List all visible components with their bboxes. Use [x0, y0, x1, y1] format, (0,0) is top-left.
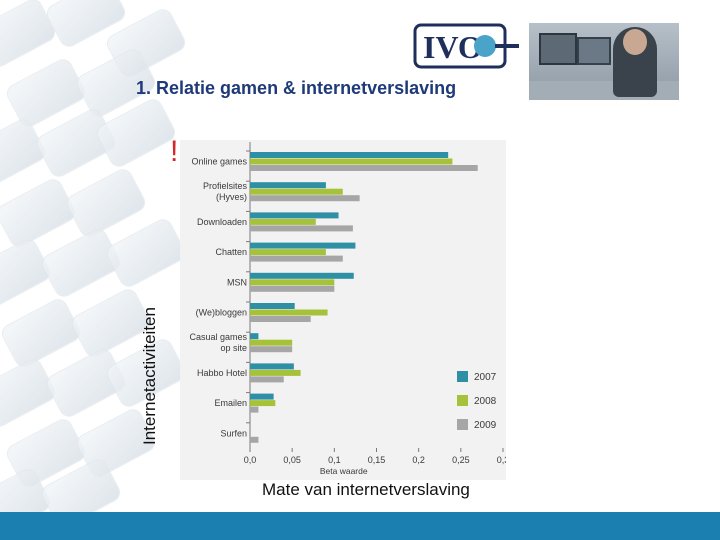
footer-bar: [0, 512, 720, 540]
bar-2007: [250, 363, 294, 370]
category-label: Downloaden: [197, 217, 247, 227]
bar-2008: [250, 369, 301, 376]
bar-2009: [250, 285, 335, 292]
bar-2007: [250, 212, 339, 219]
bar-2009: [250, 376, 284, 383]
x-tick-label: 0,0: [244, 455, 257, 465]
students-photo: [529, 23, 679, 100]
keyboard-background: [0, 0, 190, 512]
bar-2008: [250, 218, 316, 225]
category-label: (We)bloggen: [196, 308, 247, 318]
legend-swatch-2007: [457, 371, 468, 382]
bar-2007: [250, 182, 326, 189]
x-tick-label: 0,05: [283, 455, 301, 465]
bar-2007: [250, 333, 259, 340]
bar-2007: [250, 152, 449, 158]
x-tick-label: 0,3: [497, 455, 506, 465]
slide-title: 1. Relatie gamen & internetverslaving: [136, 78, 457, 98]
bar-2008: [250, 309, 328, 316]
category-label: Surfen: [220, 428, 247, 438]
bar-2008: [250, 339, 293, 346]
category-label: Online games: [191, 157, 247, 167]
x-tick-label: 0,1: [328, 455, 341, 465]
bar-2009: [250, 316, 311, 322]
bar-2008: [250, 400, 276, 407]
bar-2007: [250, 303, 295, 309]
chart-panel: Online games Profielsites (Hyves) Downloade…: [180, 140, 509, 480]
category-label: Profielsites: [203, 181, 248, 191]
category-label: Casual games: [189, 332, 247, 342]
x-axis-title: Beta waarde: [320, 466, 368, 476]
category-label: Emailen: [214, 398, 247, 408]
bar-2008: [250, 279, 335, 286]
bar-2009: [250, 195, 360, 202]
category-label: Habbo Hotel: [197, 368, 247, 378]
bar-2009: [250, 346, 293, 353]
exclamation-mark: !: [170, 135, 179, 168]
legend-label-2007: 2007: [474, 372, 497, 383]
y-axis-outer-label: Internetactiviteiten: [140, 307, 159, 445]
legend-label-2009: 2009: [474, 420, 497, 431]
legend-label-2008: 2008: [474, 396, 497, 407]
bar-2007: [250, 393, 274, 400]
bar-2007: [250, 242, 356, 249]
bar-2007: [250, 272, 354, 279]
bar-2009: [250, 436, 259, 443]
x-tick-label: 0,15: [368, 455, 386, 465]
bar-2008: [250, 249, 326, 256]
bar-2009: [250, 406, 259, 413]
bar-2009: [250, 165, 478, 171]
ivo-logo: IVO: [413, 23, 519, 69]
bar-2008: [250, 158, 453, 165]
bar-chart: Online games Profielsites(Hyves) Downloade…: [189, 142, 509, 476]
category-label: MSN: [227, 277, 247, 287]
category-label: op site: [220, 343, 247, 353]
x-tick-label: 0,25: [452, 455, 470, 465]
legend-swatch-2009: [457, 419, 468, 430]
legend-swatch-2008: [457, 395, 468, 406]
x-tick-label: 0,2: [412, 455, 425, 465]
category-label: Chatten: [215, 247, 247, 257]
x-axis-outer-label: Mate van internetverslaving: [262, 480, 470, 499]
category-label: (Hyves): [216, 192, 247, 202]
logo-text: IVO: [423, 29, 483, 65]
bar-2008: [250, 188, 343, 195]
bar-2009: [250, 255, 343, 262]
bar-2009: [250, 225, 353, 232]
